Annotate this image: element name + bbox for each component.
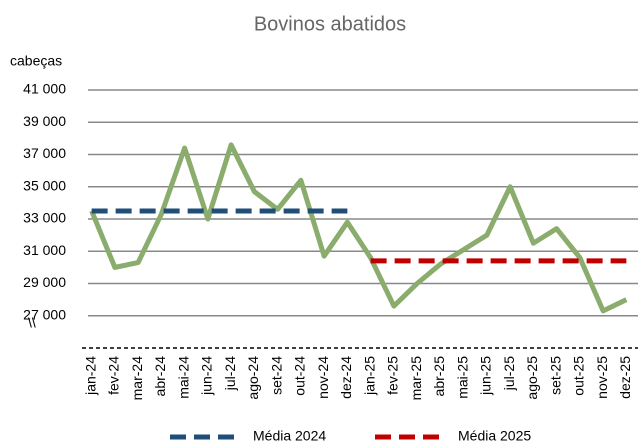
x-tick-label: jul-25: [501, 356, 517, 391]
x-tick-label: abr-25: [431, 356, 447, 397]
x-tick-label: dez-24: [338, 356, 354, 399]
y-tick-label: 41 000: [23, 81, 66, 97]
x-tick-label: ago-24: [245, 356, 261, 400]
x-tick-label: jun-24: [199, 356, 215, 396]
x-tick-label: jan-24: [82, 356, 98, 396]
x-tick-label: mar-25: [408, 356, 424, 401]
x-tick-label: dez-25: [617, 356, 633, 399]
x-tick-label: abr-24: [152, 356, 168, 397]
axis-break: \\: [28, 315, 36, 331]
x-tick-label: mai-25: [454, 356, 470, 399]
y-tick-label: 27 000: [23, 306, 66, 322]
y-tick-label: 37 000: [23, 145, 66, 161]
x-tick-label: out-25: [571, 356, 587, 396]
x-tick-label: mai-24: [175, 356, 191, 399]
data-line: [89, 142, 628, 314]
legend-label: Média 2024: [253, 428, 326, 444]
y-tick-label: 33 000: [23, 210, 66, 226]
x-tick-label: fev-24: [106, 356, 122, 395]
legend-label: Média 2025: [458, 428, 531, 444]
x-tick-label: fev-25: [385, 356, 401, 395]
x-tick-label: set-24: [268, 356, 284, 395]
x-tick-label: mar-24: [129, 356, 145, 401]
x-tick-label: jan-25: [361, 356, 377, 396]
y-tick-label: 39 000: [23, 113, 66, 129]
y-tick-label: 29 000: [23, 274, 66, 290]
y-tick-label: 35 000: [23, 177, 66, 193]
x-tick-label: set-25: [547, 356, 563, 395]
x-tick-label: jun-25: [478, 356, 494, 396]
x-tick-label: nov-25: [594, 356, 610, 399]
y-axis-label: cabeças: [10, 53, 62, 69]
x-tick-label: ago-25: [524, 356, 540, 400]
chart-title: Bovinos abatidos: [254, 13, 406, 35]
x-tick-label: jul-24: [222, 356, 238, 391]
y-tick-label: 31 000: [23, 242, 66, 258]
x-tick-label: out-24: [292, 356, 308, 396]
x-tick-label: nov-24: [315, 356, 331, 399]
